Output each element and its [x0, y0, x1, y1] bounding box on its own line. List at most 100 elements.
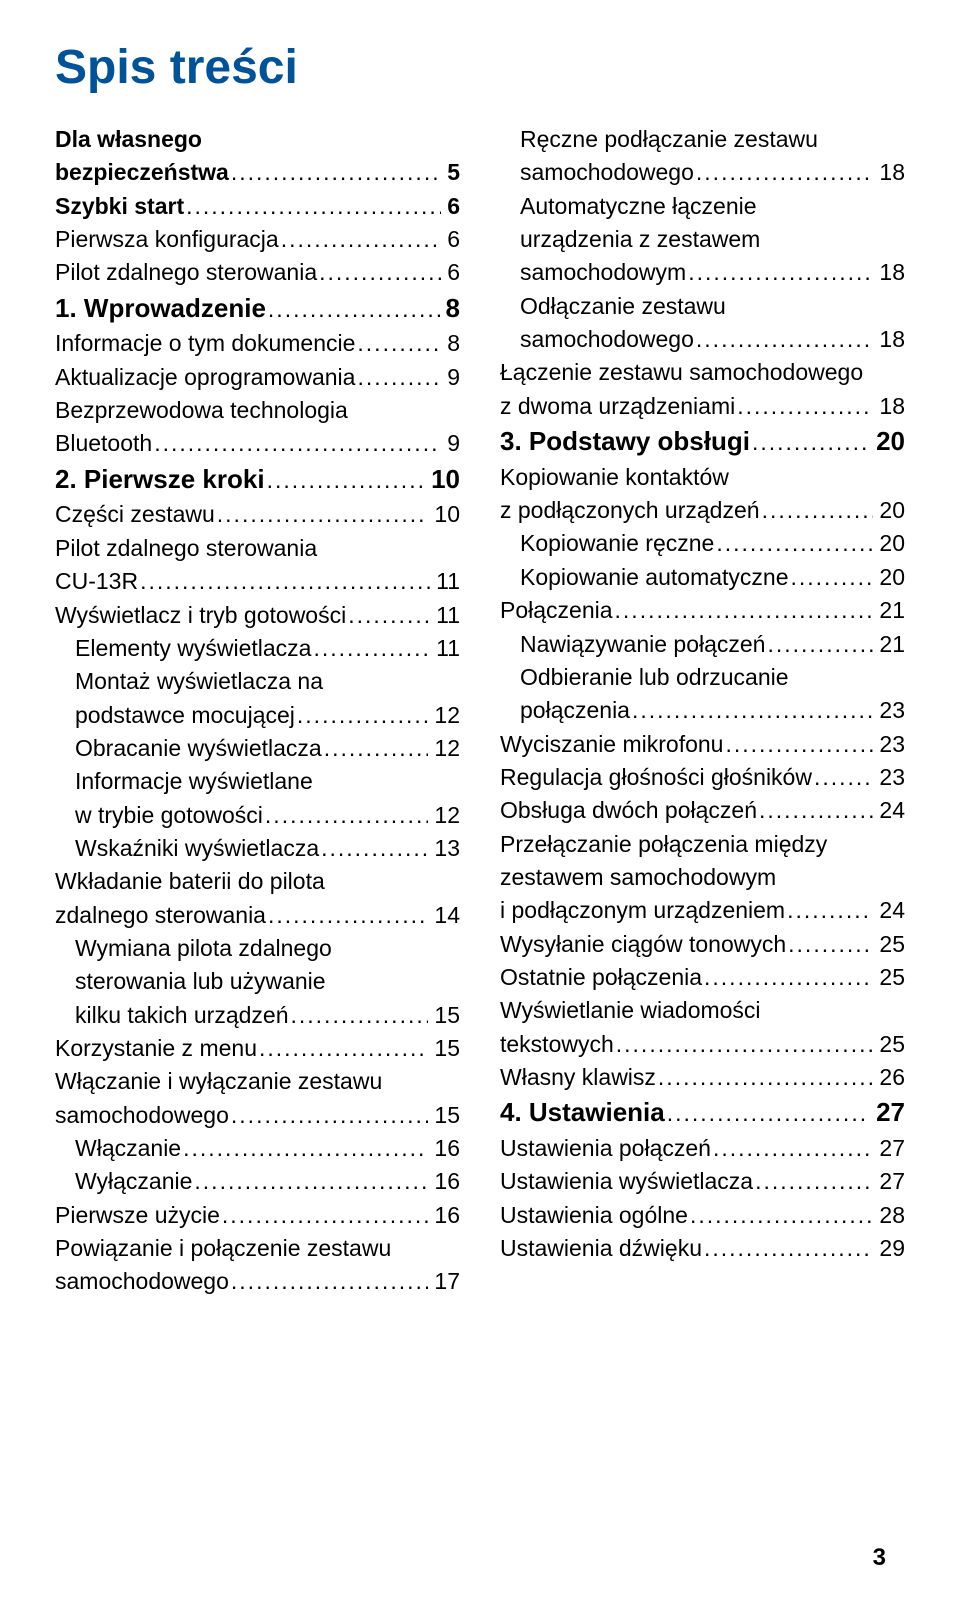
- toc-entry: Połączenia21: [500, 594, 905, 627]
- toc-label: Bezprzewodowa technologia: [55, 394, 348, 427]
- toc-page: 11: [432, 599, 460, 632]
- toc-page: 29: [875, 1232, 905, 1265]
- toc-leader-dots: [259, 1032, 428, 1065]
- toc-leader-dots: [667, 1097, 870, 1130]
- toc-entry: 1. Wprowadzenie8: [55, 290, 460, 328]
- toc-entry: Informacje wyświetlane: [55, 765, 460, 798]
- toc-page: 27: [875, 1132, 905, 1165]
- toc-entry: Kopiowanie kontaktów: [500, 461, 905, 494]
- toc-page: 11: [432, 632, 460, 665]
- toc-label: 2. Pierwsze kroki: [55, 461, 265, 499]
- toc-label: Części zestawu: [55, 498, 215, 531]
- toc-entry: sterowania lub używanie: [55, 965, 460, 998]
- toc-page: 6: [443, 256, 460, 289]
- toc-leader-dots: [762, 494, 874, 527]
- toc-leader-dots: [140, 565, 430, 598]
- toc-label: Informacje wyświetlane: [55, 765, 313, 798]
- toc-page: 8: [443, 327, 460, 360]
- toc-label: Automatyczne łączenie: [500, 190, 757, 223]
- toc-label: Wskaźniki wyświetlacza: [55, 832, 319, 865]
- toc-entry: Szybki start6: [55, 190, 460, 223]
- toc-leader-dots: [616, 1028, 874, 1061]
- toc-leader-dots: [725, 728, 873, 761]
- toc-entry: urządzenia z zestawem: [500, 223, 905, 256]
- toc-entry: Wysyłanie ciągów tonowych25: [500, 928, 905, 961]
- toc-entry: Montaż wyświetlacza na: [55, 665, 460, 698]
- toc-entry: Ręczne podłączanie zestawu: [500, 123, 905, 156]
- toc-label: Łączenie zestawu samochodowego: [500, 356, 863, 389]
- toc-leader-dots: [231, 156, 441, 189]
- toc-page: 18: [875, 390, 905, 423]
- toc-label: Obracanie wyświetlacza: [55, 732, 322, 765]
- toc-leader-dots: [267, 464, 426, 497]
- toc-leader-dots: [767, 628, 873, 661]
- toc-leader-dots: [704, 961, 873, 994]
- toc-title: Spis treści: [55, 40, 905, 95]
- toc-entry: Łączenie zestawu samochodowego: [500, 356, 905, 389]
- toc-label: z podłączonych urządzeń: [500, 494, 760, 527]
- toc-label: Informacje o tym dokumencie: [55, 327, 355, 360]
- toc-page: 12: [430, 799, 460, 832]
- toc-entry: Korzystanie z menu15: [55, 1032, 460, 1065]
- toc-entry: Kopiowanie automatyczne20: [500, 561, 905, 594]
- toc-page: 25: [875, 1028, 905, 1061]
- toc-label: Wkładanie baterii do pilota: [55, 865, 325, 898]
- toc-label: Kopiowanie automatyczne: [500, 561, 789, 594]
- toc-leader-dots: [696, 156, 874, 189]
- toc-label: Odłączanie zestawu: [500, 290, 726, 323]
- toc-page: 15: [430, 1099, 460, 1132]
- toc-page: 21: [875, 628, 905, 661]
- toc-entry: Ustawienia wyświetlacza27: [500, 1165, 905, 1198]
- toc-entry: Bluetooth 9: [55, 427, 460, 460]
- toc-page: 27: [872, 1094, 905, 1132]
- toc-entry: Włączanie 16: [55, 1132, 460, 1165]
- toc-column-left: Dla własnegobezpieczeństwa5Szybki start6…: [55, 123, 460, 1299]
- toc-leader-dots: [183, 1132, 428, 1165]
- toc-entry: Dla własnego: [55, 123, 460, 156]
- toc-entry: z podłączonych urządzeń20: [500, 494, 905, 527]
- toc-page: 6: [443, 223, 460, 256]
- toc-label: samochodowym: [500, 256, 686, 289]
- toc-label: zdalnego sterowania: [55, 899, 266, 932]
- toc-label: Wysyłanie ciągów tonowych: [500, 928, 786, 961]
- toc-label: Ustawienia połączeń: [500, 1132, 711, 1165]
- toc-page: 10: [427, 461, 460, 499]
- toc-page: 10: [430, 498, 460, 531]
- toc-label: Włączanie: [55, 1132, 181, 1165]
- toc-page: 18: [875, 323, 905, 356]
- toc-label: Pilot zdalnego sterowania: [55, 532, 317, 565]
- toc-leader-dots: [297, 699, 429, 732]
- toc-leader-dots: [632, 694, 873, 727]
- toc-label: Nawiązywanie połączeń: [500, 628, 765, 661]
- toc-entry: Ustawienia ogólne28: [500, 1199, 905, 1232]
- toc-page: 6: [443, 190, 460, 223]
- toc-page: 14: [430, 899, 460, 932]
- toc-leader-dots: [690, 1199, 873, 1232]
- toc-leader-dots: [791, 561, 874, 594]
- toc-label: Pierwsza konfiguracja: [55, 223, 279, 256]
- toc-entry: Ustawienia połączeń 27: [500, 1132, 905, 1165]
- toc-entry: Wkładanie baterii do pilota: [55, 865, 460, 898]
- page-number: 3: [873, 1544, 886, 1572]
- toc-entry: CU-13R11: [55, 565, 460, 598]
- toc-page: 9: [443, 427, 460, 460]
- toc-page: 24: [875, 894, 905, 927]
- toc-label: samochodowego: [500, 323, 694, 356]
- toc-leader-dots: [324, 732, 429, 765]
- toc-label: Kopiowanie kontaktów: [500, 461, 729, 494]
- toc-leader-dots: [658, 1061, 873, 1094]
- toc-leader-dots: [194, 1165, 428, 1198]
- toc-leader-dots: [186, 190, 441, 223]
- toc-label: Bluetooth: [55, 427, 152, 460]
- toc-page: 16: [430, 1132, 460, 1165]
- toc-leader-dots: [357, 327, 441, 360]
- toc-label: Pierwsze użycie: [55, 1199, 220, 1232]
- toc-page: 16: [430, 1165, 460, 1198]
- toc-leader-dots: [281, 223, 441, 256]
- toc-label: Własny klawisz: [500, 1061, 656, 1094]
- toc-label: Dla własnego: [55, 123, 202, 156]
- toc-leader-dots: [231, 1099, 429, 1132]
- toc-entry: i podłączonym urządzeniem24: [500, 894, 905, 927]
- toc-entry: Odłączanie zestawu: [500, 290, 905, 323]
- toc-entry: Pierwsza konfiguracja 6: [55, 223, 460, 256]
